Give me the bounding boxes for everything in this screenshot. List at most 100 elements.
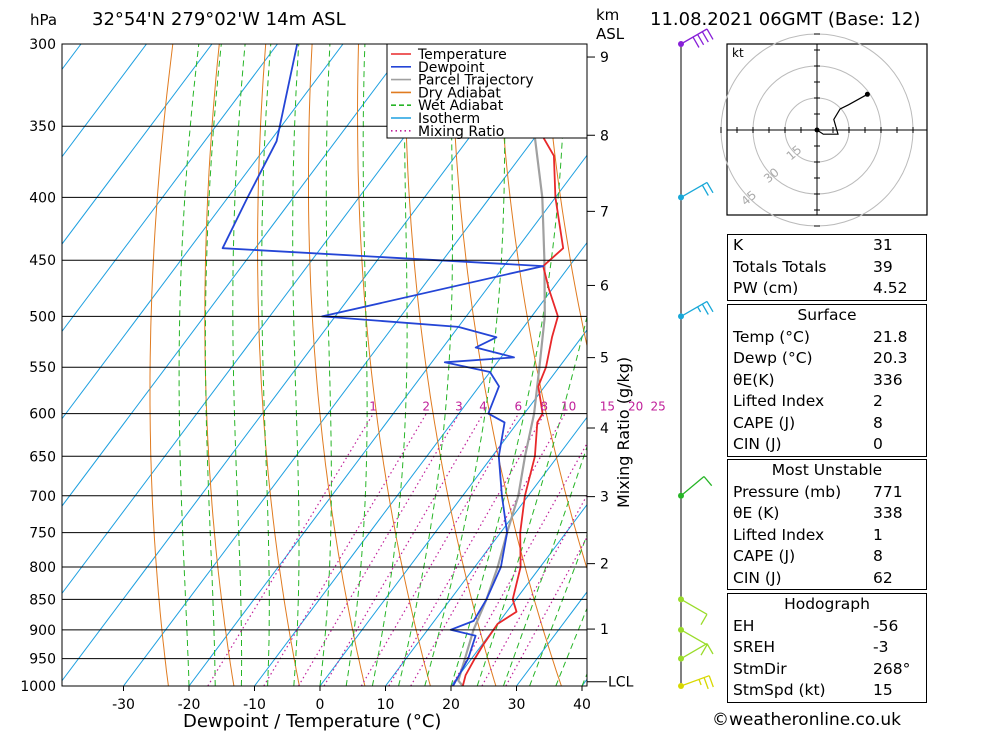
mu-row: CIN (J) 62 (733, 568, 893, 587)
mixing-ratio-label: 3 (455, 400, 463, 414)
legend-box (386, 43, 588, 139)
copyright[interactable]: ©weatheronline.co.uk (712, 710, 902, 730)
surface-row: Lifted Index 2 (733, 392, 883, 410)
dry-adiabat-line (149, 44, 174, 686)
pressure-tick-label: 700 (29, 489, 56, 505)
pressure-tick-label: 600 (29, 407, 56, 423)
surface-row: CAPE (J) 8 (733, 413, 883, 432)
wet-adiabat-line (232, 44, 246, 686)
hodograph-point (864, 91, 870, 97)
hodo-row: StmDir 268° (733, 659, 911, 678)
surface-table: Surface Temp (°C) 21.8 Dewp (°C) 20.3 θE(K… (727, 304, 927, 457)
x-axis-label: Dewpoint / Temperature (°C) (183, 711, 441, 732)
pressure-unit: hPa (30, 11, 57, 29)
wind-barb (680, 643, 714, 660)
mixing-ratio-labels: 1 2 3 4 6 8 10 15 20 25 (369, 400, 665, 414)
wet-adiabat-line (555, 607, 587, 686)
isotherm-line (62, 44, 147, 158)
pressure-tick-label: 400 (29, 190, 56, 206)
wet-adiabat-line (204, 44, 222, 686)
dry-adiabat-line (204, 44, 235, 686)
x-tick-label: 40 (573, 697, 591, 713)
mixing-ratio-label: 20 (628, 400, 643, 414)
legend-label: Wet Adiabat (418, 98, 504, 114)
height-unit-km: km (596, 6, 619, 24)
wet-adiabat-line (424, 44, 506, 686)
wet-adiabat-line (292, 44, 300, 686)
mixing-ratio-line (388, 413, 545, 686)
legend-label: Mixing Ratio (418, 124, 504, 140)
height-unit-asl: ASL (596, 25, 625, 43)
surface-row: CIN (J) 0 (733, 435, 883, 453)
legend-label: Dewpoint (418, 60, 485, 76)
mu-row: CAPE (J) 8 (733, 547, 883, 565)
wind-barb (680, 181, 714, 198)
isotherm-line (62, 44, 213, 245)
index-row-totals: Totals Totals 39 (733, 257, 893, 276)
surface-row: Dewp (°C) 20.3 (733, 349, 908, 367)
pressure-tick-label: 350 (29, 119, 56, 135)
mixing-ratio-label: 2 (422, 400, 430, 414)
legend-label: Dry Adiabat (418, 85, 501, 101)
mixing-ratio-label: 15 (600, 400, 615, 414)
pressure-tick-label: 900 (29, 623, 56, 639)
mu-row: θE (K) 338 (733, 504, 903, 522)
height-tick-label: 4 (600, 421, 609, 437)
location-title: 32°54'N 279°02'W 14m ASL (92, 9, 346, 30)
hodograph-trace (816, 93, 868, 135)
most-unstable-title: Most Unstable (771, 461, 883, 479)
dewpoint-line (221, 44, 545, 686)
dry-adiabat-line (543, 44, 587, 349)
index-row-k: K 31 (733, 236, 893, 254)
isotherm-line (62, 44, 278, 333)
parcel-trajectory-line (457, 44, 546, 686)
surface-title: Surface (797, 306, 857, 324)
height-tick-label: 2 (600, 557, 609, 573)
temperature-line (461, 44, 565, 686)
wind-barb (680, 28, 714, 48)
datetime-title: 11.08.2021 06GMT (Base: 12) (650, 9, 920, 30)
isotherm-line (62, 44, 475, 595)
isotherm-line (62, 44, 409, 507)
isotherm-line (62, 44, 540, 682)
x-tick-label: 10 (377, 697, 395, 713)
mixing-ratio-line (297, 413, 460, 686)
plot-frame (61, 43, 588, 687)
legend-label: Isotherm (418, 111, 480, 127)
wind-barb (680, 598, 708, 626)
mixing-ratio-line (263, 413, 427, 686)
isotherm-line (188, 154, 587, 686)
index-row-pw: PW (cm) 4.52 (733, 279, 908, 297)
hodograph-point (814, 127, 820, 133)
height-tick-label: 3 (600, 490, 609, 506)
right-axis-label: Mixing Ratio (g/kg) (614, 357, 633, 508)
mu-row: Lifted Index 1 (733, 525, 883, 544)
wind-barb (680, 300, 714, 317)
mixing-ratio-line (207, 413, 374, 686)
hodo-row: SREH -3 (733, 638, 889, 656)
mixing-ratio-line (323, 413, 484, 686)
hodograph-table-title: Hodograph (784, 595, 870, 613)
wind-barb (680, 629, 708, 656)
pressure-tick-label: 1000 (20, 679, 56, 695)
wind-barb (680, 675, 714, 690)
pressure-tick-label: 750 (29, 526, 56, 542)
surface-row: θE(K) 336 (733, 370, 903, 389)
wet-adiabat-line (450, 44, 566, 686)
height-tick-label: 9 (600, 50, 609, 66)
hodo-row: StmSpd (kt) 15 (733, 681, 893, 699)
wet-adiabat-line (529, 533, 587, 686)
x-tick-label: -20 (178, 697, 201, 713)
mixing-ratio-label: 4 (479, 400, 487, 414)
wind-barb (680, 476, 713, 497)
most-unstable-table: Most Unstable Pressure (mb) 771 θE (K) 338… (727, 459, 927, 590)
dry-adiabat-line (356, 44, 431, 686)
x-tick-label: 30 (508, 697, 526, 713)
x-tick-label: -10 (243, 697, 266, 713)
dry-adiabat-line (962, 44, 1000, 686)
profiles-layer (221, 44, 565, 686)
axes-layer: 3003504004505005506006507007508008509009… (20, 37, 633, 713)
pressure-tick-label: 550 (29, 360, 56, 376)
pressure-tick-label: 500 (29, 309, 56, 325)
